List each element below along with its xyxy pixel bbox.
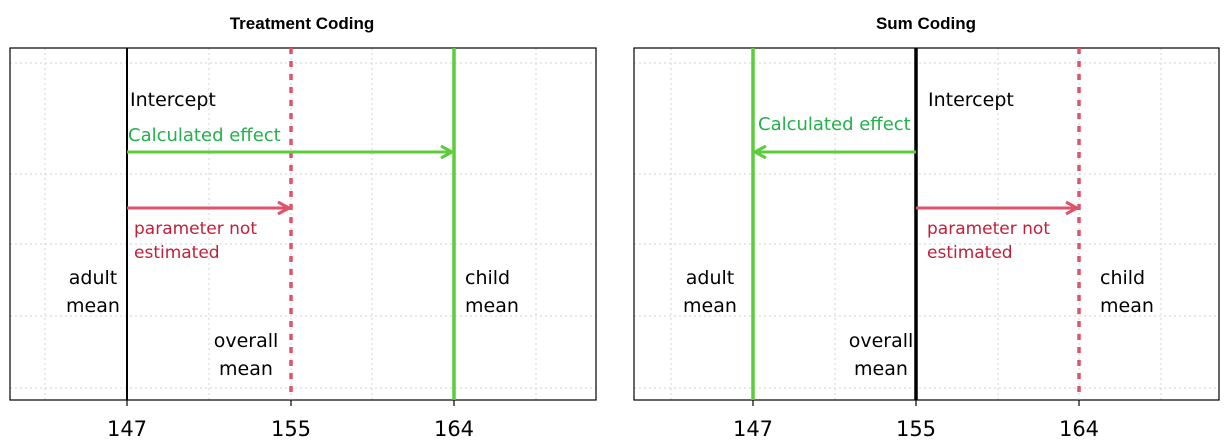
intercept-label: Intercept [928, 89, 1014, 111]
plot-frame [633, 47, 1220, 401]
param-not-estimated-label-1: parameter not [134, 219, 257, 239]
adult-mean-label-2: mean [683, 295, 737, 317]
param-not-estimated-label-1: parameter not [927, 219, 1050, 239]
panel-sum-coding: Sum Coding Intercept Calculated effect p… [633, 14, 1220, 441]
x-axis-ticks [126, 400, 455, 406]
calculated-effect-label: Calculated effect [128, 125, 281, 146]
panel-title: Sum Coding [876, 14, 976, 33]
tick-label: 155 [271, 417, 311, 441]
tick-label: 147 [107, 417, 147, 441]
child-mean-label-1: child [465, 267, 510, 289]
overall-mean-label-1: overall [849, 330, 914, 352]
tick-label: 147 [733, 417, 773, 441]
tick-label: 155 [896, 417, 936, 441]
grid [10, 48, 596, 400]
panel-title: Treatment Coding [230, 14, 375, 33]
child-mean-label-2: mean [465, 295, 519, 317]
adult-mean-label-1: adult [69, 267, 117, 289]
adult-mean-label-2: mean [66, 295, 120, 317]
overall-mean-label-1: overall [214, 330, 279, 352]
overall-mean-label-2: mean [219, 358, 273, 380]
param-not-estimated-label-2: estimated [134, 243, 220, 263]
adult-mean-label-1: adult [686, 267, 734, 289]
child-mean-label-1: child [1100, 267, 1145, 289]
child-mean-label-2: mean [1100, 295, 1154, 317]
plot-frame [9, 47, 597, 401]
x-axis-ticks [752, 400, 1080, 406]
calculated-effect-label: Calculated effect [758, 114, 911, 135]
tick-label: 164 [1059, 417, 1099, 441]
tick-label: 164 [434, 417, 474, 441]
overall-mean-label-2: mean [854, 358, 908, 380]
panel-treatment-coding: Treatment Coding Intercept Calculated ef… [9, 14, 597, 441]
intercept-label: Intercept [130, 89, 216, 111]
param-not-estimated-label-2: estimated [927, 243, 1013, 263]
